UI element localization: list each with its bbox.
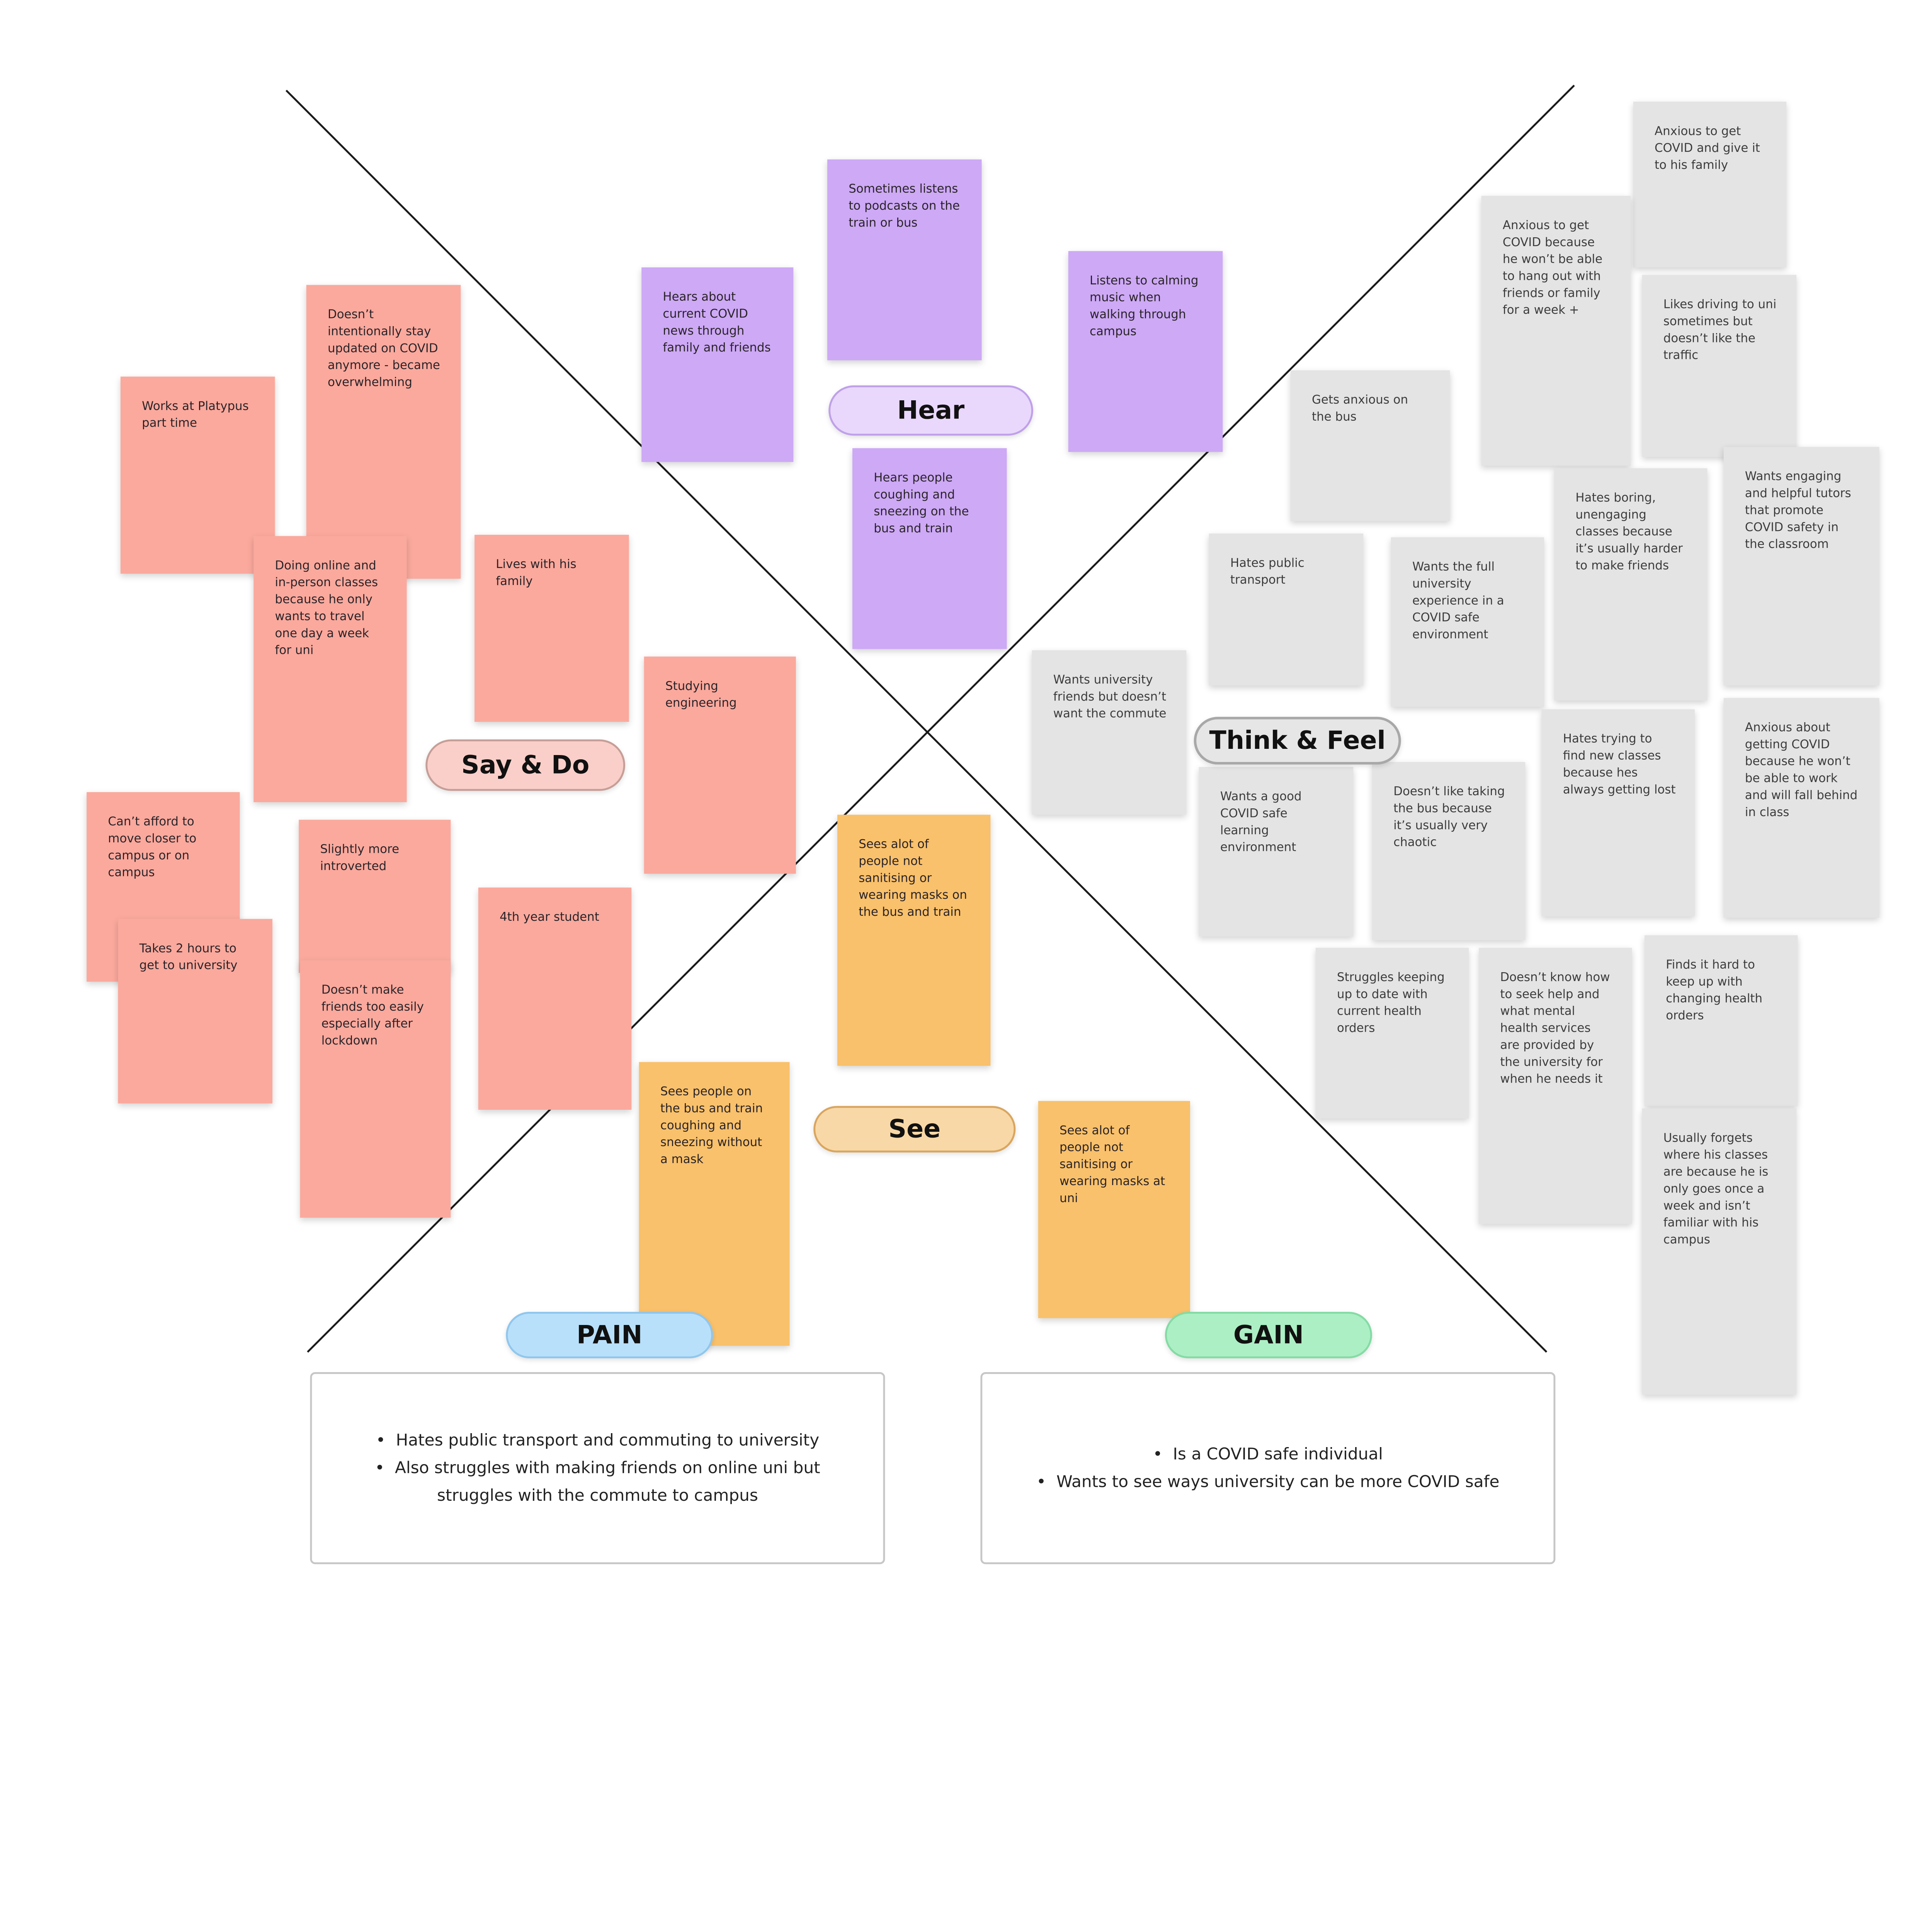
sticky-note-bus-chaotic[interactable]: Doesn’t like taking the bus because it’s… [1372,762,1526,940]
diagonal-line-tr-bl [307,85,1575,1353]
pain-summary-box[interactable]: Hates public transport and commuting to … [310,1372,885,1565]
sticky-note-struggles-health-orders[interactable]: Struggles keeping up to date with curren… [1315,947,1469,1119]
sticky-note-calming-music[interactable]: Listens to calming music when walking th… [1068,251,1223,452]
sticky-note-hears-covid-news[interactable]: Hears about current COVID news through f… [641,267,794,462]
sticky-note-covid-safe-learning[interactable]: Wants a good COVID safe learning environ… [1199,767,1354,937]
sticky-note-anxious-covid-work[interactable]: Anxious about getting COVID because he w… [1723,698,1879,918]
sticky-note-anxious-covid-hangout[interactable]: Anxious to get COVID because he won’t be… [1481,196,1631,466]
pain-bullet: Hates public transport and commuting to … [337,1427,858,1454]
sticky-note-doesnt-stay-updated[interactable]: Doesn’t intentionally stay updated on CO… [306,285,461,579]
diagonal-line-tl-br [286,90,1548,1353]
sticky-note-sees-no-masks-uni[interactable]: Sees alot of people not sanitising or we… [1038,1101,1190,1318]
sticky-note-doesnt-make-friends[interactable]: Doesn’t make friends too easily especial… [300,960,451,1218]
sticky-note-lives-with-family[interactable]: Lives with his family [474,535,629,722]
pain-bullet-list: Hates public transport and commuting to … [312,1427,883,1509]
sticky-note-wants-uni-friends[interactable]: Wants university friends but doesn’t wan… [1032,650,1187,815]
quadrant-label-say-do[interactable]: Say & Do [425,739,625,791]
pain-label[interactable]: PAIN [506,1312,713,1359]
sticky-note-anxious-on-bus[interactable]: Gets anxious on the bus [1290,370,1450,521]
sticky-note-takes-2-hours[interactable]: Takes 2 hours to get to university [118,919,273,1104]
sticky-note-doing-online-classes[interactable]: Doing online and in-person classes becau… [253,536,407,803]
empathy-map-board: Works at Platypus part time Doesn’t inte… [0,0,1932,1619]
gain-bullet-list: Is a COVID safe individual Wants to see … [1011,1440,1524,1496]
sticky-note-slightly-introverted[interactable]: Slightly more introverted [299,820,451,973]
sticky-note-sees-coughing-no-mask[interactable]: Sees people on the bus and train coughin… [639,1062,790,1346]
quadrant-label-hear[interactable]: Hear [828,385,1033,436]
sticky-note-hard-changing-orders[interactable]: Finds it hard to keep up with changing h… [1645,935,1798,1106]
sticky-note-hates-boring-classes[interactable]: Hates boring, unengaging classes because… [1554,468,1708,701]
quadrant-label-see[interactable]: See [813,1106,1016,1153]
sticky-note-anxious-covid-family[interactable]: Anxious to get COVID and give it to his … [1633,102,1787,268]
sticky-note-studying-engineering[interactable]: Studying engineering [644,656,796,874]
sticky-note-hates-public-transport[interactable]: Hates public transport [1209,533,1364,685]
sticky-note-doesnt-know-help[interactable]: Doesn’t know how to seek help and what m… [1479,947,1632,1224]
gain-bullet: Is a COVID safe individual [1036,1440,1499,1468]
gain-bullet: Wants to see ways university can be more… [1036,1468,1499,1496]
sticky-note-fourth-year-student[interactable]: 4th year student [478,887,632,1110]
gain-label[interactable]: GAIN [1165,1312,1372,1359]
sticky-note-sees-no-masks-transport[interactable]: Sees alot of people not sanitising or we… [837,815,991,1066]
sticky-note-likes-driving[interactable]: Likes driving to uni sometimes but doesn… [1642,275,1797,457]
sticky-note-cant-afford-move[interactable]: Can’t afford to move closer to campus or… [87,792,240,982]
gain-summary-box[interactable]: Is a COVID safe individual Wants to see … [980,1372,1556,1565]
sticky-note-full-uni-experience[interactable]: Wants the full university experience in … [1391,537,1544,707]
sticky-note-forgets-classes[interactable]: Usually forgets where his classes are be… [1642,1108,1797,1395]
sticky-note-hears-coughing[interactable]: Hears people coughing and sneezing on th… [852,448,1007,649]
sticky-note-listens-podcasts[interactable]: Sometimes listens to podcasts on the tra… [827,159,982,361]
sticky-note-works-platypus[interactable]: Works at Platypus part time [120,376,275,574]
sticky-note-hates-finding-classes[interactable]: Hates trying to find new classes because… [1541,709,1695,917]
quadrant-label-think-feel[interactable]: Think & Feel [1194,717,1401,765]
quadrant-divider-lines [286,85,1575,1353]
sticky-note-wants-engaging-tutors[interactable]: Wants engaging and helpful tutors that p… [1723,447,1879,685]
pain-bullet: Also struggles with making friends on on… [337,1454,858,1510]
